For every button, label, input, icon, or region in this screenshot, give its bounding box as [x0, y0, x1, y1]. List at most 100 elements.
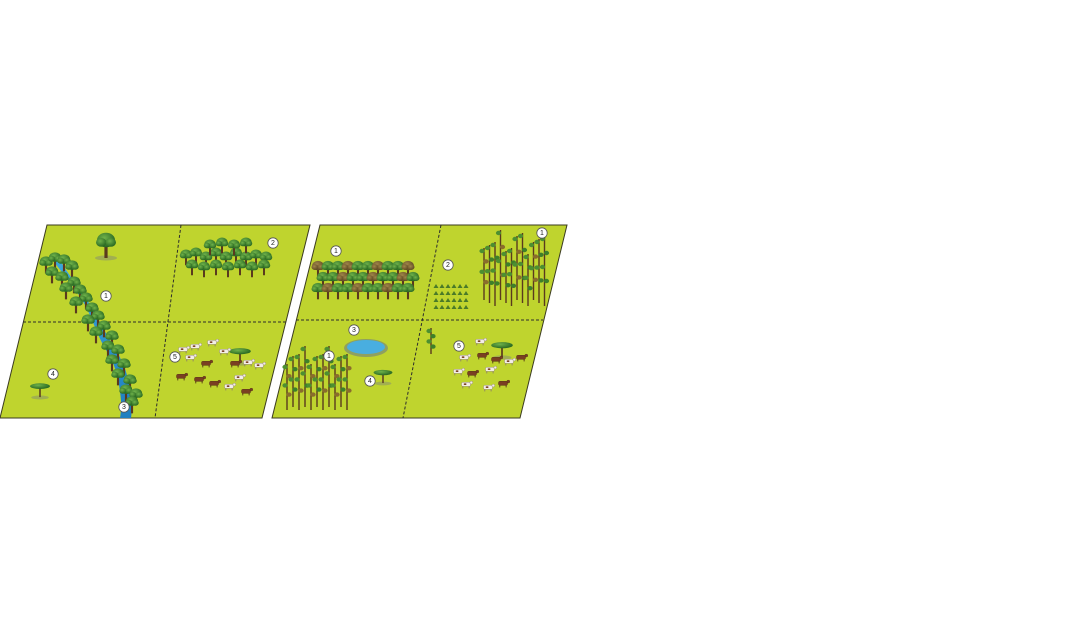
marker-label: 1: [327, 353, 331, 360]
seedling-icon: [445, 291, 451, 295]
cow-icon: [516, 354, 528, 362]
tree-icon: [111, 344, 125, 362]
seedling-icon: [451, 298, 457, 302]
dry-tree-icon: [341, 260, 355, 278]
tree-icon: [123, 374, 137, 392]
tall-tree-icon: [528, 242, 539, 300]
seedling-icon: [457, 298, 463, 302]
seedling-icon: [439, 291, 445, 295]
cow-icon: [243, 359, 255, 367]
cow-icon: [209, 380, 221, 388]
marker-label: 3: [352, 327, 356, 334]
cow-icon: [219, 348, 231, 356]
marker-label: 5: [457, 343, 461, 350]
dry-tree-icon: [396, 271, 410, 289]
tall-tree-icon: [479, 248, 489, 300]
marker-label: 1: [104, 293, 108, 300]
marker-label: 1: [540, 230, 544, 237]
cow-icon: [485, 366, 497, 374]
cow-icon: [453, 368, 465, 376]
left-panel: 1 2 3 4 5: [0, 224, 311, 419]
tree-icon: [105, 354, 119, 372]
seedling-icon: [451, 284, 457, 288]
cow-icon: [230, 360, 242, 368]
marker-label: 2: [446, 262, 450, 269]
tree-icon: [245, 261, 259, 278]
marker-isolated-tree: 4: [47, 368, 59, 380]
tree-icon: [197, 261, 211, 278]
cow-icon: [224, 383, 236, 391]
tree-icon: [406, 271, 420, 289]
seedling-icon: [445, 305, 451, 309]
tree-icon: [97, 320, 111, 338]
left-divider-vertical: [154, 224, 182, 419]
seedling-icon: [463, 298, 469, 302]
tall-tree-icon: [336, 356, 346, 407]
marker-forest-patch: 2: [267, 237, 279, 249]
seedling-icon: [433, 298, 439, 302]
tree-icon: [89, 326, 103, 344]
left-cattle-herd: [176, 339, 266, 396]
seedling-icon: [439, 305, 445, 309]
seedling-icon: [439, 298, 445, 302]
cow-icon: [201, 360, 213, 368]
seedling-icon: [445, 284, 451, 288]
tree-icon: [189, 247, 203, 264]
cow-icon: [475, 338, 487, 346]
tall-tree-icon: [288, 356, 298, 407]
marker-riparian-forest: 1: [100, 290, 112, 302]
cow-icon: [178, 346, 190, 354]
tree-icon: [111, 368, 125, 386]
right-markers: 1 2 1 3 1 4 5: [323, 227, 548, 387]
cow-icon: [491, 356, 503, 364]
marker-dense-forest-top-left: 1: [330, 245, 342, 257]
tall-tree-icon: [534, 239, 544, 303]
tree-icon: [221, 261, 235, 278]
tree-icon: [185, 259, 199, 276]
marker-pasture-with-cattle: 5: [453, 340, 465, 352]
seedling-icon: [451, 305, 457, 309]
tall-tree-icon: [501, 251, 511, 303]
tall-tree-icon: [300, 346, 310, 407]
tree-icon: [59, 282, 73, 300]
cow-icon: [467, 370, 479, 378]
marker-isolated-tree: 4: [364, 375, 376, 387]
cow-icon: [176, 373, 188, 381]
tall-tree-icon: [342, 354, 352, 410]
tall-tree-icon: [282, 364, 292, 410]
tree-icon: [316, 271, 330, 289]
seedling-icon: [457, 305, 463, 309]
tall-tree-icon: [330, 364, 340, 410]
tree-icon: [209, 247, 223, 264]
tree-icon: [219, 251, 233, 268]
seedling-icon: [439, 284, 445, 288]
tall-tree-icon: [294, 354, 304, 410]
tree-icon: [117, 358, 131, 376]
cow-icon: [190, 343, 202, 351]
marker-label: 5: [173, 354, 177, 361]
cow-icon: [483, 384, 495, 392]
left-trees: [30, 232, 273, 414]
cow-icon: [185, 354, 197, 362]
marker-label: 4: [368, 378, 372, 385]
cow-icon: [498, 380, 510, 388]
tree-icon: [227, 239, 241, 256]
tree-icon: [57, 254, 71, 272]
tree-icon: [129, 388, 143, 406]
cow-icon: [477, 352, 489, 360]
marker-dense-forest-bottom-left: 1: [323, 350, 335, 362]
seedling-icon: [451, 291, 457, 295]
seedling-icon: [433, 284, 439, 288]
tree-icon: [79, 292, 93, 310]
marker-river: 3: [118, 401, 130, 413]
tree-icon: [259, 251, 273, 268]
tree-icon: [96, 232, 117, 258]
tree-icon: [209, 259, 223, 276]
right-trees: [282, 230, 550, 410]
cow-icon: [194, 376, 206, 384]
seedling-icon: [457, 284, 463, 288]
tree-icon: [239, 237, 253, 254]
marker-pasture-with-cattle: 5: [169, 351, 181, 363]
marker-label: 2: [271, 240, 275, 247]
tree-icon: [65, 260, 79, 278]
